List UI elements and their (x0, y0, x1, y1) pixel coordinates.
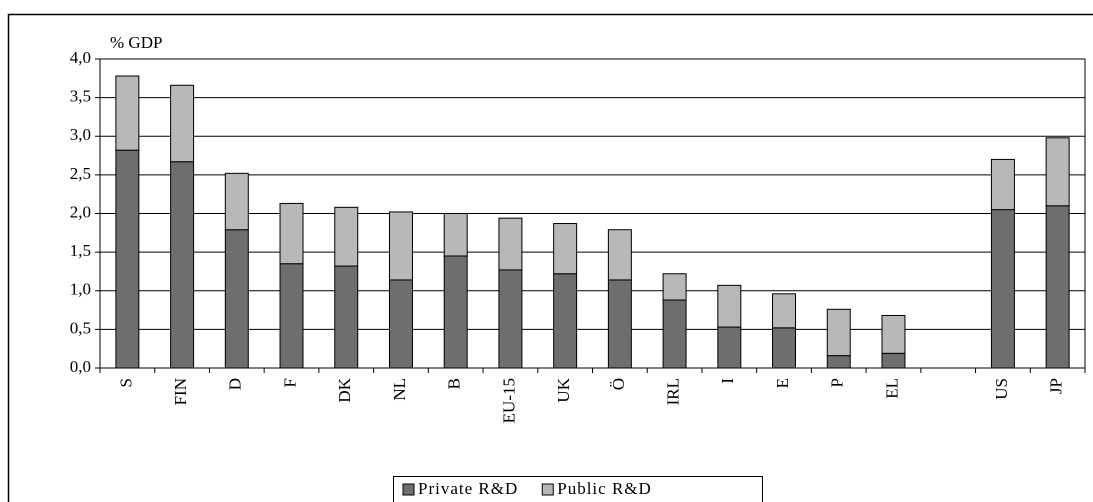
bar-segment (881, 352, 906, 369)
bar-segment (170, 161, 195, 369)
bar-segment (553, 273, 578, 369)
y-tick-label: 1,0 (70, 280, 91, 299)
bar-segment (224, 229, 249, 369)
y-tick-label: 3,5 (70, 87, 91, 106)
y-tick-label: 0,5 (70, 318, 91, 337)
y-tick-label: 4,0 (70, 48, 91, 67)
bar-segment (990, 158, 1015, 211)
bar-segment (717, 284, 742, 328)
bar-segment (826, 308, 851, 357)
bar-segment (443, 255, 468, 369)
x-tick-label: NL (390, 378, 409, 401)
x-tick-label: Ö (609, 378, 628, 390)
x-tick-label: E (773, 378, 792, 388)
x-tick-label: EL (882, 378, 901, 399)
bar-segment (607, 229, 632, 281)
y-tick-label: 1,5 (70, 241, 91, 260)
bar-segment (1045, 205, 1070, 369)
bar-segment (388, 279, 413, 369)
bar-segment (115, 149, 140, 369)
bar-segment (443, 213, 468, 257)
x-tick-label: D (226, 378, 245, 390)
legend-swatch (402, 483, 415, 496)
y-axis-label: % GDP (110, 33, 162, 52)
x-tick-label: P (828, 378, 847, 387)
x-tick-label: S (116, 378, 135, 387)
bar-segment (279, 263, 304, 369)
bar-segment (388, 211, 413, 281)
bar-segment (1045, 137, 1070, 207)
legend-box (393, 476, 763, 502)
bar-segment (881, 314, 906, 354)
bar-segment (826, 355, 851, 369)
y-tick-label: 3,0 (70, 125, 91, 144)
bar-segment (334, 265, 359, 369)
x-tick-label: I (718, 378, 737, 384)
x-tick-label: FIN (171, 378, 190, 405)
x-tick-label: US (992, 378, 1011, 400)
legend-label: Public R&D (557, 479, 652, 498)
bar-segment (498, 217, 523, 271)
bar-segment (115, 75, 140, 151)
legend-label: Private R&D (418, 479, 518, 498)
x-tick-label: DK (335, 377, 354, 402)
y-tick-label: 0,0 (70, 357, 91, 376)
bar-segment (772, 327, 797, 369)
bar-segment (772, 293, 797, 329)
bar-segment (224, 172, 249, 231)
bar-segment (662, 299, 687, 369)
legend-swatch (541, 483, 554, 496)
y-tick-label: 2,5 (70, 164, 91, 183)
bar-segment (279, 202, 304, 265)
x-tick-label: B (445, 378, 464, 389)
bar-segment (498, 269, 523, 369)
x-tick-label: IRL (663, 378, 682, 405)
bar-segment (170, 84, 195, 163)
bar-segment (662, 273, 687, 301)
bar-segment (553, 223, 578, 275)
bar-segment (607, 279, 632, 369)
bar-segment (990, 209, 1015, 369)
x-tick-label: JP (1047, 378, 1066, 394)
bar-segment (717, 326, 742, 369)
y-tick-label: 2,0 (70, 202, 91, 221)
bar-segment (334, 206, 359, 267)
x-tick-label: F (280, 378, 299, 387)
x-tick-label: UK (554, 377, 573, 402)
x-tick-label: EU-15 (499, 378, 518, 423)
